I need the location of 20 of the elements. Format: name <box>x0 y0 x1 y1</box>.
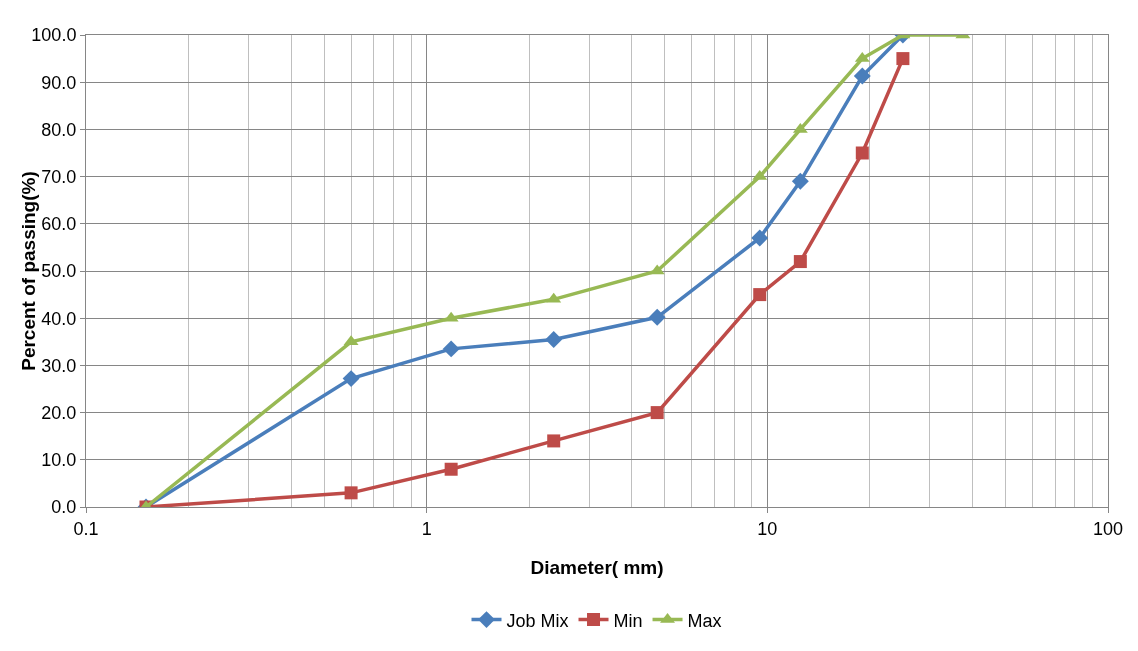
legend-label: Job Mix <box>506 610 569 631</box>
y-tick-label: 40.0 <box>41 308 77 329</box>
x-tick-label: 100 <box>1092 518 1124 539</box>
x-tick-label: 10 <box>757 518 778 539</box>
legend-label: Min <box>613 610 643 631</box>
y-tick-label: 20.0 <box>41 402 77 423</box>
y-tick-label: 90.0 <box>41 72 77 93</box>
y-tick-label: 70.0 <box>41 166 77 187</box>
y-tick-label: 80.0 <box>41 119 77 140</box>
y-tick-label: 50.0 <box>41 261 77 282</box>
y-tick-label: 30.0 <box>41 355 77 376</box>
y-tick-label: 10.0 <box>41 450 77 471</box>
x-tick-label: 1 <box>421 518 432 539</box>
legend-label: Max <box>687 610 722 631</box>
y-tick-label: 0.0 <box>51 497 77 518</box>
x-tick-label: 0.1 <box>73 518 99 539</box>
y-axis-title: Percent of passing(%) <box>18 171 40 371</box>
y-tick-label: 100.0 <box>31 25 77 46</box>
y-tick-label: 60.0 <box>41 214 77 235</box>
x-axis-title: Diameter( mm) <box>530 557 664 578</box>
